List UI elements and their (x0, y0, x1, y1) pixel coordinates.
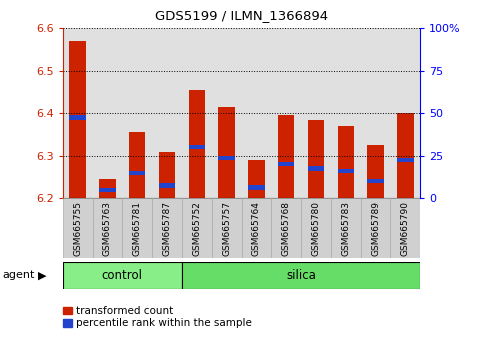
Text: GSM665780: GSM665780 (312, 201, 320, 256)
FancyBboxPatch shape (182, 262, 420, 289)
Text: silica: silica (286, 269, 316, 282)
Bar (129, 171, 145, 175)
FancyBboxPatch shape (301, 198, 331, 258)
Bar (189, 90, 205, 198)
Text: GSM665763: GSM665763 (103, 201, 112, 256)
FancyBboxPatch shape (152, 198, 182, 258)
Bar (278, 115, 294, 198)
Bar (397, 113, 413, 198)
Text: GSM665789: GSM665789 (371, 201, 380, 256)
Bar (70, 115, 86, 120)
Bar (159, 152, 175, 198)
Bar (99, 188, 115, 192)
FancyBboxPatch shape (390, 198, 420, 258)
Bar (368, 179, 384, 183)
Bar (218, 107, 235, 198)
Text: GSM665781: GSM665781 (133, 201, 142, 256)
Bar (70, 41, 86, 198)
Text: GSM665790: GSM665790 (401, 201, 410, 256)
Bar (397, 158, 413, 162)
Bar (368, 145, 384, 198)
Bar (99, 179, 115, 198)
FancyBboxPatch shape (331, 198, 361, 258)
Bar (218, 156, 235, 160)
Text: ▶: ▶ (38, 270, 47, 280)
FancyBboxPatch shape (242, 198, 271, 258)
Bar (308, 120, 324, 198)
Text: GSM665768: GSM665768 (282, 201, 291, 256)
Text: GSM665755: GSM665755 (73, 201, 82, 256)
Text: GSM665752: GSM665752 (192, 201, 201, 256)
FancyBboxPatch shape (63, 262, 182, 289)
FancyBboxPatch shape (271, 198, 301, 258)
Bar (308, 166, 324, 171)
Bar (278, 162, 294, 166)
Text: GSM665764: GSM665764 (252, 201, 261, 256)
Bar (129, 132, 145, 198)
Legend: transformed count, percentile rank within the sample: transformed count, percentile rank withi… (63, 306, 252, 328)
Bar (248, 185, 265, 190)
Bar (248, 160, 265, 198)
Text: GDS5199 / ILMN_1366894: GDS5199 / ILMN_1366894 (155, 9, 328, 22)
FancyBboxPatch shape (182, 198, 212, 258)
FancyBboxPatch shape (122, 198, 152, 258)
Text: GSM665787: GSM665787 (163, 201, 171, 256)
Text: GSM665757: GSM665757 (222, 201, 231, 256)
Bar (189, 145, 205, 149)
FancyBboxPatch shape (212, 198, 242, 258)
Text: GSM665783: GSM665783 (341, 201, 350, 256)
Bar (338, 169, 354, 173)
FancyBboxPatch shape (93, 198, 122, 258)
Bar (338, 126, 354, 198)
Text: agent: agent (2, 270, 35, 280)
FancyBboxPatch shape (63, 198, 93, 258)
Bar (159, 183, 175, 188)
Text: control: control (102, 269, 143, 282)
FancyBboxPatch shape (361, 198, 390, 258)
